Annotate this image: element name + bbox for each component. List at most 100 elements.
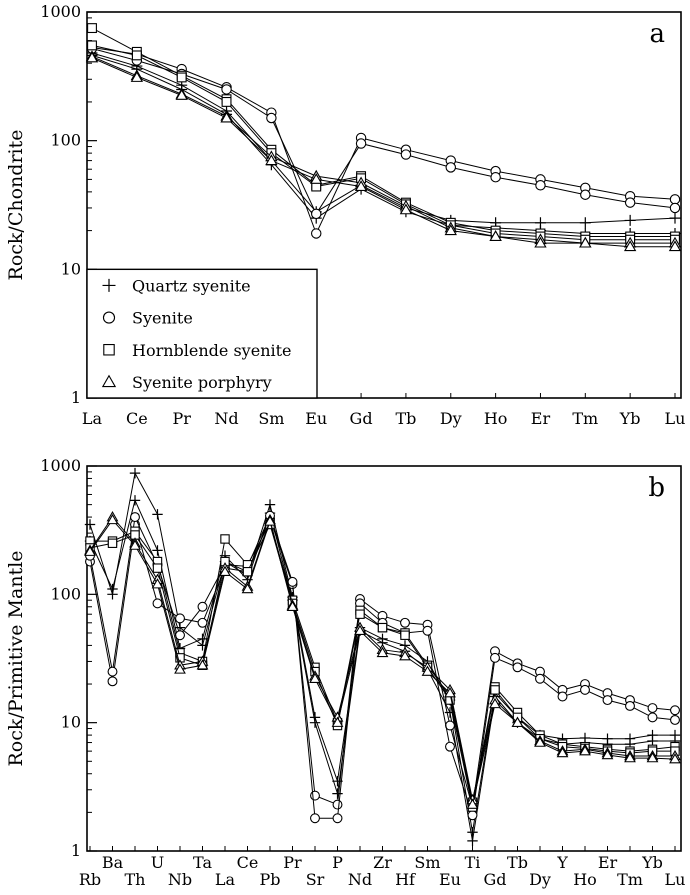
triangle-marker [489, 230, 502, 241]
legend-entry-label: Syenite [132, 309, 193, 328]
series-line [89, 516, 675, 801]
x-tick-label-sm: Sm [258, 409, 284, 428]
square-marker [131, 50, 142, 61]
square-marker [400, 630, 410, 640]
x-tick-label-ce: Ce [237, 853, 259, 872]
x-tick-label-eu: Eu [305, 409, 327, 428]
plus-marker [309, 717, 321, 728]
triangle-marker [376, 646, 389, 658]
plus-marker [129, 467, 141, 479]
x-tick-label-ho: Ho [484, 409, 508, 428]
circle-marker [669, 202, 681, 214]
plus-marker [84, 519, 96, 530]
circle-marker [107, 676, 118, 687]
square-marker [107, 538, 118, 548]
triangle-marker [174, 663, 186, 674]
x-tick-label-u: U [151, 853, 164, 872]
circle-marker [580, 189, 591, 200]
y-axis-label: Rock/Primitive Mantle [5, 550, 27, 766]
series-3 [86, 43, 681, 220]
y-tick-label: 1 [71, 841, 81, 860]
x-tick-label-ta: Ta [193, 853, 212, 872]
series-5 [87, 40, 680, 245]
triangle-marker [175, 89, 188, 100]
triangle-marker [354, 180, 368, 192]
circle-marker [647, 712, 658, 723]
circle-marker [602, 695, 613, 706]
x-tick-label-pr: Pr [283, 853, 302, 872]
plus-marker [197, 633, 208, 645]
x-tick-label-hf: Hf [395, 870, 416, 889]
triangle-marker [669, 753, 681, 764]
x-tick-label-ho: Ho [573, 870, 597, 889]
triangle-marker [444, 224, 457, 236]
series-6 [84, 511, 681, 805]
legend-triangle-icon [101, 374, 117, 388]
series-line [91, 56, 675, 244]
triangle-marker [646, 752, 659, 763]
x-tick-label-la: La [82, 409, 103, 428]
series-1 [84, 495, 681, 847]
triangle-marker [579, 236, 592, 248]
triangle-marker [220, 111, 233, 123]
x-tick-label-sm: Sm [414, 853, 440, 872]
circle-marker [512, 662, 523, 673]
circle-marker [311, 208, 322, 220]
y-tick-label: 1000 [40, 2, 81, 21]
triangle-marker [511, 716, 524, 727]
plus-marker [624, 214, 636, 226]
circle-marker [490, 171, 501, 183]
circle-marker [625, 700, 635, 711]
series-line [91, 48, 676, 215]
square-marker [355, 609, 365, 619]
circle-marker [445, 162, 456, 173]
triangle-marker [601, 748, 614, 760]
series-line [91, 27, 675, 237]
circle-marker [107, 666, 118, 677]
triangle-marker [196, 659, 209, 670]
square-marker [221, 96, 232, 107]
plot-frame [86, 465, 682, 852]
triangle-marker [265, 154, 278, 166]
triangle-marker [129, 539, 141, 550]
panel-a-chart: 1 10 100 1000 Rock/Chondrite La Ce Pr Nd Sm Eu Gd Tb… [5, 2, 685, 428]
series-line [89, 519, 676, 805]
x-tick-label-tb: Tb [395, 409, 416, 428]
x-tick-label-tb: Tb [507, 853, 528, 872]
x-tick-label-sr: Sr [306, 870, 325, 889]
series-4 [87, 23, 680, 242]
series-line [91, 57, 675, 248]
y-axis-label: Rock/Chondrite [5, 130, 27, 281]
x-tick-label-pr: Pr [172, 409, 191, 428]
plus-marker [332, 788, 343, 799]
triangle-marker [106, 513, 119, 525]
legend-box [86, 268, 318, 399]
triangle-marker [444, 687, 456, 698]
triangle-marker [309, 672, 321, 683]
series-line [91, 47, 676, 235]
series-7 [85, 51, 682, 252]
circle-marker [197, 617, 208, 628]
legend-entry-label: Syenite porphyry [132, 373, 272, 392]
x-tick-label-gd: Gd [350, 409, 373, 428]
circle-marker [287, 576, 298, 587]
triangle-marker [151, 578, 164, 589]
triangle-marker [331, 716, 344, 727]
triangle-marker [399, 203, 413, 215]
x-tick-label-ba: Ba [102, 853, 124, 872]
triangle-marker [84, 545, 96, 556]
circle-marker [175, 613, 185, 624]
x-tick-label-tm: Tm [617, 870, 643, 889]
square-marker [87, 23, 97, 34]
circle-marker [332, 813, 343, 824]
square-marker [242, 567, 253, 577]
circle-marker [490, 652, 500, 663]
circle-marker [221, 84, 232, 95]
circle-marker [266, 112, 277, 124]
y-tick-label: 1000 [40, 456, 81, 475]
x-tick-label-rb: Rb [79, 870, 101, 889]
circle-marker [311, 228, 322, 239]
legend: Quartz syenite Syenite Hornblende syenite S… [86, 268, 318, 399]
series-line [91, 54, 675, 234]
